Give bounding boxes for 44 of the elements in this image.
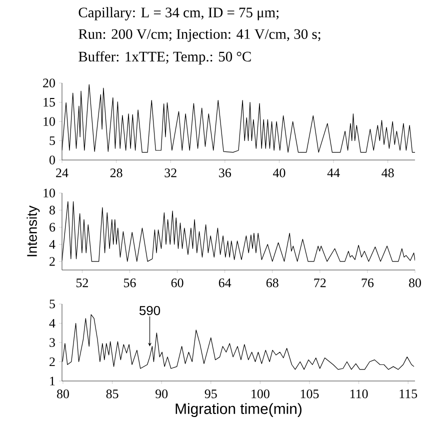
x-tick-label: 110 bbox=[350, 390, 368, 398]
y-tick-label: 0 bbox=[50, 156, 56, 164]
text: Capillary: L = 34 cm, ID = 75 μm; bbox=[78, 7, 279, 20]
y-tick-label: 4 bbox=[49, 318, 56, 328]
y-tick-label: 10 bbox=[44, 117, 56, 126]
x-tick-label: 72 bbox=[314, 278, 326, 288]
y-tick-label: 20 bbox=[43, 78, 56, 88]
x-tick-label: 100 bbox=[252, 390, 270, 398]
x-tick-label: 36 bbox=[219, 168, 232, 178]
y-tick-label: 15 bbox=[44, 98, 56, 107]
y-tick-label: 3 bbox=[50, 338, 56, 347]
annotation: 590 bbox=[140, 306, 160, 316]
y-tick-label: 2 bbox=[50, 357, 55, 366]
y-tick-label: 5 bbox=[50, 300, 56, 308]
x-tick-label: 48 bbox=[382, 168, 394, 178]
x-tick-label: 40 bbox=[273, 168, 286, 178]
x-tick-label: 24 bbox=[56, 168, 68, 178]
x-tick-label: 105 bbox=[301, 390, 319, 398]
x-tick-label: 56 bbox=[124, 278, 136, 288]
text: Run: 200 V/cm; Injection: 41 V/cm, 30 s; bbox=[78, 29, 320, 42]
x-tick-label: 60 bbox=[171, 278, 184, 288]
y-tick-label: 5 bbox=[50, 136, 56, 146]
y-tick-label: 2 bbox=[50, 257, 55, 266]
x-axis-title: Migration time(min) bbox=[176, 403, 302, 418]
x-tick-label: 80 bbox=[409, 278, 422, 288]
x-tick-label: 90 bbox=[156, 390, 168, 398]
y-tick-label: 4 bbox=[49, 240, 56, 249]
y-axis-title: Intensity bbox=[26, 206, 40, 256]
x-tick-label: 32 bbox=[164, 168, 176, 178]
x-tick-label: 85 bbox=[106, 390, 118, 398]
x-tick-label: 80 bbox=[57, 390, 70, 398]
x-tick-label: 52 bbox=[76, 278, 88, 288]
x-tick-label: 115 bbox=[400, 390, 418, 398]
y-tick-label: 6 bbox=[50, 222, 56, 232]
x-tick-label: 68 bbox=[266, 278, 278, 288]
x-tick-label: 28 bbox=[110, 168, 122, 178]
x-tick-label: 95 bbox=[204, 390, 217, 398]
x-tick-label: 64 bbox=[219, 278, 232, 288]
y-tick-label: 1 bbox=[50, 376, 55, 386]
y-tick-label: 8 bbox=[50, 206, 56, 214]
text: Buffer: 1xTTE; Temp.: 50 °C bbox=[78, 51, 251, 64]
y-tick-label: 10 bbox=[44, 188, 56, 198]
x-tick-label: 44 bbox=[327, 168, 340, 178]
x-tick-label: 76 bbox=[362, 278, 374, 288]
